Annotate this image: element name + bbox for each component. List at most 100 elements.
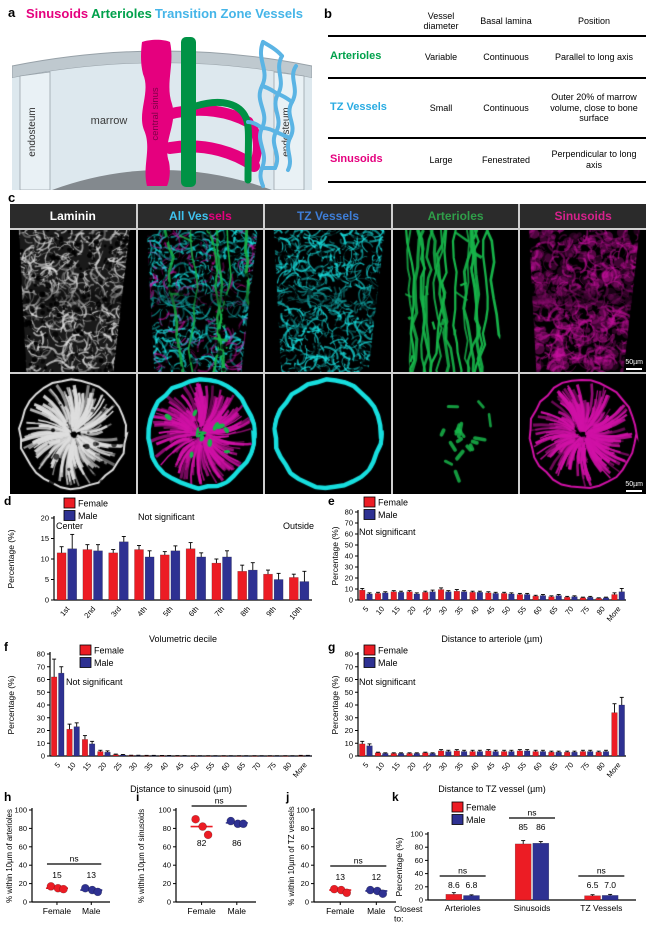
svg-text:80: 80 (281, 761, 293, 773)
svg-text:Male: Male (378, 658, 398, 668)
panel-d: d 0 5 10 15 20 Percentage (%) 1st 2nd 3rd 4th 5th 6… (4, 494, 326, 644)
chart-distance-to-tz-vessel: 0 10 20 30 40 50 60 70 80 Percentage (%) 5 10 15 20 25… (328, 642, 650, 799)
panel-e-label: e (328, 494, 335, 508)
table-row: Arterioles Variable Continuous Parallel … (328, 37, 646, 79)
svg-text:40: 40 (415, 869, 423, 878)
column-header-laminin: Laminin (10, 204, 136, 228)
svg-text:Not significant: Not significant (359, 527, 416, 537)
svg-text:Female: Female (378, 646, 408, 656)
svg-text:10: 10 (345, 585, 353, 594)
svg-text:80: 80 (345, 508, 353, 517)
svg-text:13: 13 (87, 870, 97, 880)
svg-text:Percentage (%): Percentage (%) (330, 675, 340, 734)
micrograph-all-vessels-long (137, 230, 264, 372)
micrograph-arterioles-long (392, 230, 519, 372)
svg-text:2nd: 2nd (82, 605, 97, 620)
table-header-row: Vessel diameter Basal lamina Position (328, 8, 646, 37)
svg-text:30: 30 (345, 563, 353, 572)
svg-text:60: 60 (163, 842, 171, 851)
svg-text:Percentage (%): Percentage (%) (6, 529, 16, 588)
svg-text:60: 60 (220, 761, 232, 773)
chart-volumetric-decile: 0 5 10 15 20 Percentage (%) 1st 2nd 3rd 4th 5th 6th… (4, 496, 326, 649)
svg-text:50: 50 (500, 761, 512, 773)
cell-position: Perpendicular to long axis (551, 149, 637, 170)
svg-text:30: 30 (37, 713, 45, 722)
svg-text:Female: Female (466, 803, 496, 813)
svg-text:Not significant: Not significant (138, 512, 195, 522)
panel-g: g 0 10 20 30 40 50 60 70 80 Percentage (%) 5 10 15 20… (328, 640, 650, 794)
svg-text:40: 40 (345, 552, 353, 561)
chart-distance-to-arteriole: 0 10 20 30 40 50 60 70 80 Percentage (%) 5 10 15 20 25… (328, 496, 650, 649)
endosteum-band-left (19, 71, 51, 190)
micrograph-arterioles-cross (392, 374, 519, 494)
svg-text:TZ Vessels: TZ Vessels (580, 903, 622, 913)
svg-text:86: 86 (232, 838, 242, 848)
cell-position: Parallel to long axis (554, 51, 634, 62)
svg-text:ns: ns (354, 856, 363, 866)
svg-text:10th: 10th (287, 605, 303, 622)
svg-text:30: 30 (437, 761, 449, 773)
svg-text:80: 80 (595, 605, 607, 617)
arteriole-branch (192, 99, 252, 184)
svg-text:Distance to TZ vessel (µm): Distance to TZ vessel (µm) (438, 784, 546, 794)
svg-text:10: 10 (345, 739, 353, 748)
svg-text:10: 10 (41, 555, 49, 564)
cell-lamina: Continuous (483, 102, 529, 113)
svg-text:Female: Female (378, 498, 408, 508)
svg-text:75: 75 (579, 761, 591, 773)
svg-text:100: 100 (158, 806, 171, 815)
cell-diameter: Variable (424, 51, 458, 62)
svg-text:100: 100 (14, 806, 27, 815)
svg-text:0: 0 (167, 898, 171, 907)
svg-text:45: 45 (484, 761, 496, 773)
header-position: Position (577, 16, 611, 27)
svg-text:20: 20 (415, 882, 423, 891)
svg-text:50: 50 (189, 761, 201, 773)
svg-text:50: 50 (345, 541, 353, 550)
svg-text:55: 55 (516, 761, 528, 773)
microscopy-grid: Laminin All Ves sels TZ Vessels Arteriole… (10, 204, 646, 494)
panel-b-label: b (324, 6, 332, 21)
table-row: Sinusoids Large Fenestrated Perpendicula… (328, 139, 646, 183)
svg-text:80: 80 (415, 843, 423, 852)
svg-text:Closest: Closest (394, 904, 423, 914)
svg-text:0: 0 (45, 596, 49, 605)
svg-text:70: 70 (250, 761, 262, 773)
panel-h: h 0 20 40 60 80 100% within 10µm of arteriole… (4, 790, 136, 942)
svg-text:% within 10µm of TZ vessels: % within 10µm of TZ vessels (287, 806, 296, 905)
svg-text:More: More (605, 761, 623, 780)
svg-text:86: 86 (536, 822, 546, 832)
svg-text:80: 80 (301, 824, 309, 833)
panel-e: e 0 10 20 30 40 50 60 70 80 Percentage (%) 5 10 15 20… (328, 494, 650, 644)
svg-text:5th: 5th (161, 605, 175, 619)
svg-text:0: 0 (23, 898, 27, 907)
svg-text:Distance to sinusoid (µm): Distance to sinusoid (µm) (130, 784, 232, 794)
svg-text:70: 70 (37, 662, 45, 671)
panel-j-label: j (286, 790, 290, 804)
svg-text:ns: ns (215, 796, 224, 806)
svg-text:15: 15 (41, 534, 49, 543)
svg-text:75: 75 (579, 605, 591, 617)
sinusoid-branch-upper (164, 104, 254, 128)
panel-i-label: i (136, 790, 140, 804)
svg-text:% within 10µm of arterioles: % within 10µm of arterioles (5, 809, 14, 903)
row-name-arterioles: Arterioles (330, 50, 382, 63)
svg-text:60: 60 (301, 842, 309, 851)
svg-text:20: 20 (301, 879, 309, 888)
panel-c-label: c (8, 190, 16, 205)
svg-text:Distance to arteriole (µm): Distance to arteriole (µm) (441, 634, 542, 644)
panel-j: j 0 20 40 60 80 100% within 10µm of TZ vessel… (286, 790, 418, 942)
svg-text:10: 10 (374, 761, 386, 773)
svg-text:80: 80 (163, 824, 171, 833)
panel-h-label: h (4, 790, 12, 804)
svg-text:40: 40 (469, 605, 481, 617)
svg-text:10: 10 (65, 761, 77, 773)
panel-k-label: k (392, 790, 399, 804)
svg-text:80: 80 (19, 824, 27, 833)
panel-a-title: Sinusoids Arterioles Transition Zone Vesse… (26, 6, 303, 21)
svg-text:Male: Male (367, 906, 386, 916)
svg-text:30: 30 (437, 605, 449, 617)
svg-text:15: 15 (52, 870, 62, 880)
svg-text:Percentage (%): Percentage (%) (6, 675, 16, 734)
